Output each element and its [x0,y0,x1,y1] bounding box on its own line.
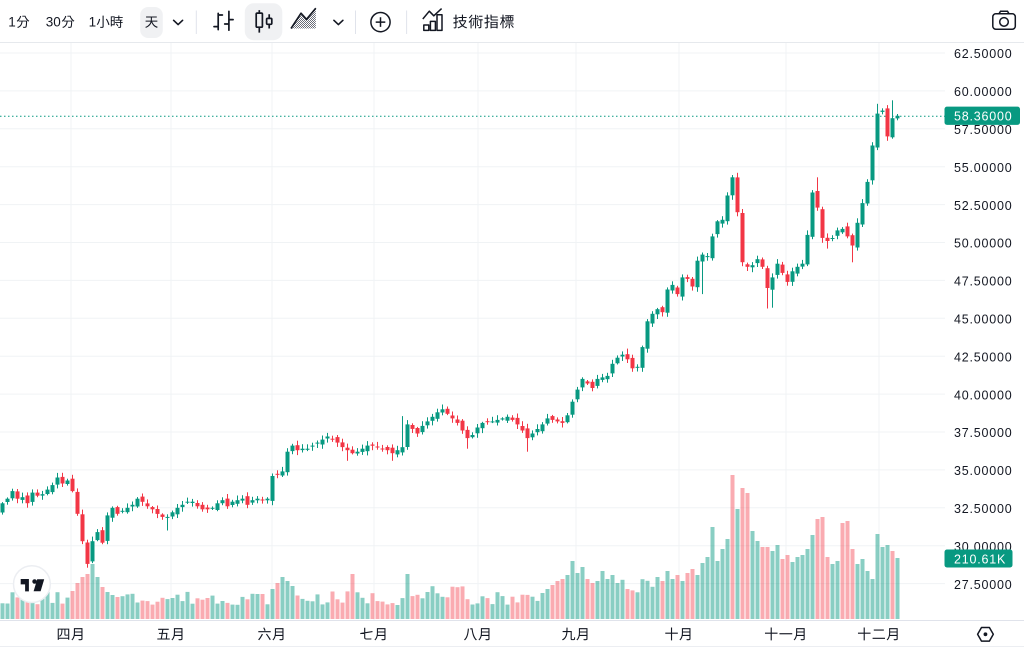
svg-text:30: 30 [46,15,61,30]
svg-text:42.50000: 42.50000 [954,350,1013,364]
svg-text:27.50000: 27.50000 [954,578,1013,592]
svg-text:47.50000: 47.50000 [954,275,1013,289]
svg-text:52.50000: 52.50000 [954,199,1013,213]
svg-text:1: 1 [89,15,97,30]
svg-text:58.36000: 58.36000 [954,110,1013,124]
svg-text:57.50000: 57.50000 [954,123,1013,137]
svg-text:45.00000: 45.00000 [954,313,1013,327]
svg-text:40.00000: 40.00000 [954,388,1013,402]
svg-text:1: 1 [8,15,16,30]
svg-text:32.50000: 32.50000 [954,502,1013,516]
svg-text:55.00000: 55.00000 [954,161,1013,175]
svg-text:35.00000: 35.00000 [954,464,1013,478]
svg-text:60.00000: 60.00000 [954,85,1013,99]
svg-text:50.00000: 50.00000 [954,237,1013,251]
svg-text:62.50000: 62.50000 [954,47,1013,61]
svg-text:37.50000: 37.50000 [954,426,1013,440]
svg-text:210.61K: 210.61K [954,552,1006,566]
